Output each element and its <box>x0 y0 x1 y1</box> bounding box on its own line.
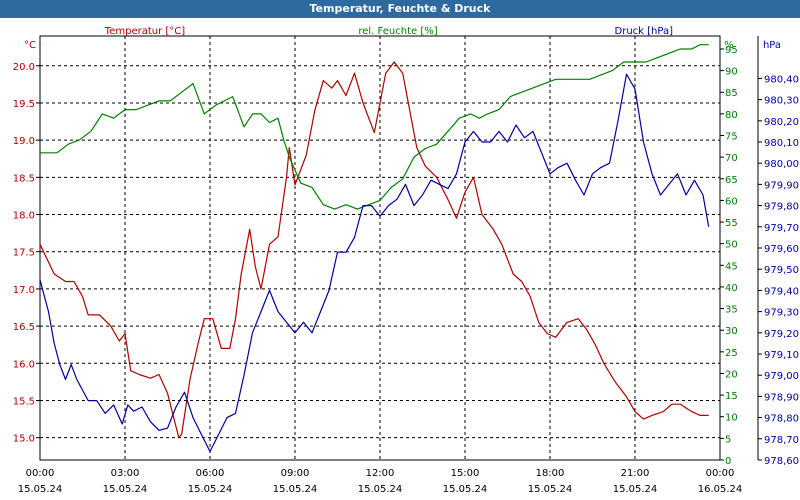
grid-layer <box>39 35 721 461</box>
x-tick-time: 06:00 <box>196 468 225 479</box>
y-tick-pressure: 979,10 <box>764 350 799 361</box>
y-tick-temperature: 16.5 <box>13 322 35 333</box>
y-tick-pressure: 978,80 <box>764 414 799 425</box>
y-tick-pressure: 980,40 <box>764 74 799 85</box>
y-tick-temperature: 18.5 <box>13 173 35 184</box>
y-tick-pressure: 979,20 <box>764 329 799 340</box>
y-tick-pressure: 979,00 <box>764 371 799 382</box>
y-tick-temperature: 19.0 <box>13 136 35 147</box>
y-tick-humidity: 95 <box>725 45 738 56</box>
y-tick-temperature: 20.0 <box>13 62 35 73</box>
x-tick-date: 15.05.24 <box>528 484 573 495</box>
y-tick-humidity: 40 <box>725 283 738 294</box>
y-tick-pressure: 979,90 <box>764 180 799 191</box>
x-tick-time: 00:00 <box>26 468 55 479</box>
y-tick-pressure: 980,00 <box>764 159 799 170</box>
x-tick-date: 15.05.24 <box>613 484 658 495</box>
y-tick-humidity: 10 <box>725 413 738 424</box>
x-tick-date: 15.05.24 <box>18 484 63 495</box>
x-tick-time: 15:00 <box>451 468 480 479</box>
y-tick-temperature: 17.0 <box>13 285 35 296</box>
y-tick-humidity: 15 <box>725 391 738 402</box>
y-tick-humidity: 85 <box>725 88 738 99</box>
y-tick-humidity: 70 <box>725 153 738 164</box>
y-tick-pressure: 979,40 <box>764 286 799 297</box>
y-tick-temperature: 15.5 <box>13 396 35 407</box>
y-tick-pressure: 980,20 <box>764 117 799 128</box>
y-tick-pressure: 979,70 <box>764 223 799 234</box>
legend-pressure: Druck [hPa] <box>615 26 674 37</box>
x-tick-time: 00:00 <box>706 468 735 479</box>
y-tick-humidity: 65 <box>725 175 738 186</box>
axes-layer <box>36 36 762 461</box>
y-tick-humidity: 5 <box>725 434 731 445</box>
y-tick-humidity: 45 <box>725 261 738 272</box>
labels-layer: 00:00 15.05.24 03:00 15.05.24 06:00 15.05.24 0… <box>13 26 799 495</box>
x-tick-date: 15.05.24 <box>273 484 318 495</box>
x-tick-date: 16.05.24 <box>698 484 743 495</box>
y-tick-humidity: 30 <box>725 326 738 337</box>
x-tick-date: 15.05.24 <box>358 484 403 495</box>
series-line-pressure <box>39 73 710 453</box>
chart-title: Temperatur, Feuchte & Druck <box>0 0 800 18</box>
y-tick-pressure: 979,80 <box>764 202 799 213</box>
x-tick-date: 15.05.24 <box>443 484 488 495</box>
y-tick-humidity: 75 <box>725 132 738 143</box>
series-layer <box>39 44 710 453</box>
y-tick-humidity: 25 <box>725 348 738 359</box>
y-tick-pressure: 978,70 <box>764 435 799 446</box>
y-tick-temperature: 17.5 <box>13 248 35 259</box>
x-tick-time: 21:00 <box>621 468 650 479</box>
series-line-temperature <box>39 61 709 439</box>
y-tick-temperature: 15.0 <box>13 434 35 445</box>
legend-temperature: Temperatur [°C] <box>104 26 185 37</box>
x-tick-time: 18:00 <box>536 468 565 479</box>
y-tick-pressure: 978,60 <box>764 456 799 467</box>
y-tick-pressure: 980,30 <box>764 96 799 107</box>
y-tick-pressure: 979,50 <box>764 265 799 276</box>
x-tick-date: 15.05.24 <box>103 484 148 495</box>
y-tick-humidity: 60 <box>725 196 738 207</box>
x-tick-time: 09:00 <box>281 468 310 479</box>
y-tick-humidity: 90 <box>725 67 738 78</box>
x-tick-date: 15.05.24 <box>188 484 233 495</box>
y-tick-humidity: 0 <box>725 456 731 467</box>
x-tick-time: 12:00 <box>366 468 395 479</box>
y-tick-humidity: 35 <box>725 305 738 316</box>
y-tick-temperature: 19.5 <box>13 99 35 110</box>
series-line-humidity <box>40 44 709 210</box>
y-unit-temperature: °C <box>24 40 36 51</box>
y-tick-humidity: 55 <box>725 218 738 229</box>
y-tick-temperature: 18.0 <box>13 211 35 222</box>
x-tick-time: 03:00 <box>111 468 140 479</box>
y-tick-temperature: 16.0 <box>13 359 35 370</box>
legend-humidity: rel. Feuchte [%] <box>358 26 437 37</box>
y-unit-pressure: hPa <box>763 40 781 51</box>
y-tick-pressure: 980,10 <box>764 138 799 149</box>
y-tick-humidity: 50 <box>725 240 738 251</box>
y-unit-humidity: % <box>724 40 734 51</box>
y-tick-humidity: 20 <box>725 369 738 380</box>
y-tick-pressure: 978,90 <box>764 392 799 403</box>
y-tick-humidity: 80 <box>725 110 738 121</box>
y-tick-pressure: 979,60 <box>764 244 799 255</box>
y-tick-pressure: 979,30 <box>764 308 799 319</box>
